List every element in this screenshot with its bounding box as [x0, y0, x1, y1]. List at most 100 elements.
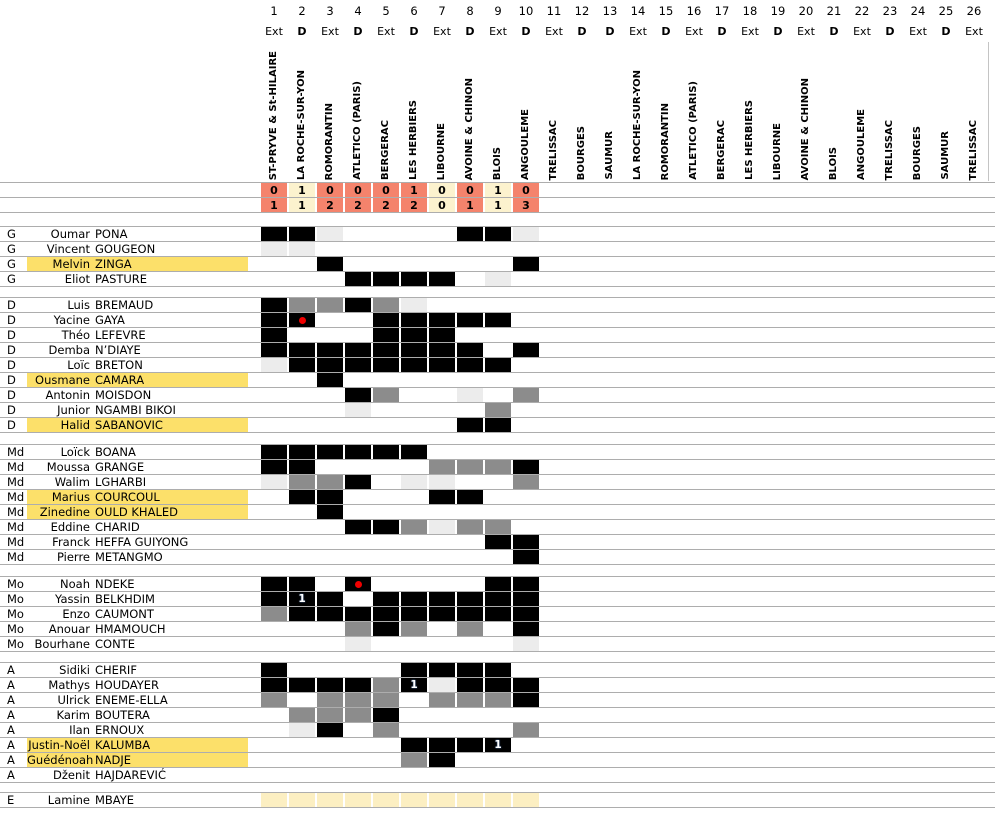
match-cell[interactable]	[764, 753, 792, 767]
match-cell[interactable]	[260, 708, 288, 722]
venue-cell[interactable]: Ext	[489, 25, 507, 38]
match-cell[interactable]	[764, 242, 792, 256]
match-cell[interactable]	[904, 622, 932, 636]
match-cell[interactable]	[652, 577, 680, 591]
match-cell[interactable]	[680, 343, 708, 357]
name-cell[interactable]: Yacine GAYA	[27, 313, 248, 327]
match-cell[interactable]	[512, 388, 540, 402]
match-cell[interactable]	[596, 637, 624, 651]
match-cell[interactable]	[260, 550, 288, 564]
match-cell[interactable]	[932, 358, 960, 372]
match-cell[interactable]	[428, 272, 456, 286]
match-cell[interactable]	[512, 403, 540, 417]
match-cell[interactable]	[680, 592, 708, 606]
match-cell[interactable]	[652, 343, 680, 357]
match-cell[interactable]	[820, 622, 848, 636]
match-cell[interactable]	[792, 768, 820, 782]
match-cell[interactable]	[596, 723, 624, 737]
score-cell[interactable]: 1	[484, 183, 512, 197]
match-cell[interactable]	[316, 520, 344, 534]
name-cell[interactable]: Eddine CHARID	[27, 520, 248, 534]
match-cell[interactable]	[820, 490, 848, 504]
opponent-name-cell[interactable]: AVOINE & CHINON	[456, 42, 484, 180]
match-cell[interactable]	[848, 535, 876, 549]
match-cell[interactable]	[316, 607, 344, 621]
match-cell[interactable]	[428, 475, 456, 489]
match-cell[interactable]	[316, 373, 344, 387]
name-cell[interactable]: Mathys HOUDAYER	[27, 678, 248, 692]
position-cell[interactable]: Md	[7, 505, 25, 519]
name-cell[interactable]	[27, 198, 248, 212]
match-cell[interactable]	[932, 198, 960, 212]
match-cell[interactable]	[400, 328, 428, 342]
match-cell[interactable]	[708, 490, 736, 504]
match-cell[interactable]	[372, 343, 400, 357]
match-cell[interactable]	[260, 257, 288, 271]
match-cell[interactable]	[512, 708, 540, 722]
match-cell[interactable]	[792, 592, 820, 606]
match-cell[interactable]	[876, 445, 904, 459]
match-cell[interactable]	[624, 738, 652, 752]
match-cell[interactable]	[428, 753, 456, 767]
match-cell[interactable]	[932, 183, 960, 197]
matchday-number-cell[interactable]: 14	[630, 4, 646, 18]
score-cell[interactable]: 1	[400, 183, 428, 197]
match-cell[interactable]	[960, 343, 988, 357]
position-cell[interactable]: Mo	[7, 607, 24, 621]
match-cell[interactable]	[820, 793, 848, 807]
match-cell[interactable]	[932, 693, 960, 707]
match-cell[interactable]	[904, 505, 932, 519]
match-cell[interactable]	[764, 490, 792, 504]
match-cell[interactable]	[820, 550, 848, 564]
match-cell[interactable]	[764, 708, 792, 722]
match-cell[interactable]	[456, 550, 484, 564]
match-cell[interactable]	[764, 328, 792, 342]
match-cell[interactable]	[568, 768, 596, 782]
match-cell[interactable]	[624, 505, 652, 519]
match-cell[interactable]	[624, 418, 652, 432]
match-cell[interactable]	[456, 460, 484, 474]
match-cell[interactable]	[260, 768, 288, 782]
match-cell[interactable]	[820, 520, 848, 534]
match-cell[interactable]	[568, 358, 596, 372]
match-cell[interactable]	[876, 535, 904, 549]
match-cell[interactable]	[344, 708, 372, 722]
match-cell[interactable]	[736, 663, 764, 677]
match-cell[interactable]	[400, 577, 428, 591]
match-cell[interactable]	[568, 272, 596, 286]
match-cell[interactable]	[596, 242, 624, 256]
match-cell[interactable]	[652, 708, 680, 722]
match-cell[interactable]	[792, 198, 820, 212]
opponent-name-cell[interactable]: BOURGES	[904, 42, 932, 180]
name-cell[interactable]: Loïck BOANA	[27, 445, 248, 459]
match-cell[interactable]: 1	[484, 738, 512, 752]
match-cell[interactable]	[764, 460, 792, 474]
match-cell[interactable]	[428, 607, 456, 621]
match-cell[interactable]	[792, 663, 820, 677]
match-cell[interactable]	[904, 738, 932, 752]
matchday-number-cell[interactable]: 16	[686, 4, 702, 18]
match-cell[interactable]	[736, 753, 764, 767]
match-cell[interactable]	[372, 257, 400, 271]
matchday-number-cell[interactable]: 18	[742, 4, 758, 18]
match-cell[interactable]	[316, 272, 344, 286]
position-cell[interactable]: Md	[7, 460, 25, 474]
match-cell[interactable]	[484, 475, 512, 489]
match-cell[interactable]	[960, 622, 988, 636]
match-cell[interactable]	[960, 607, 988, 621]
match-cell[interactable]	[960, 505, 988, 519]
match-cell[interactable]	[792, 358, 820, 372]
match-cell[interactable]	[792, 403, 820, 417]
match-cell[interactable]	[260, 520, 288, 534]
match-cell[interactable]	[736, 298, 764, 312]
match-cell[interactable]	[652, 637, 680, 651]
match-cell[interactable]	[624, 373, 652, 387]
match-cell[interactable]	[568, 183, 596, 197]
match-cell[interactable]	[820, 272, 848, 286]
match-cell[interactable]	[792, 328, 820, 342]
match-cell[interactable]	[708, 663, 736, 677]
match-cell[interactable]	[876, 708, 904, 722]
match-cell[interactable]	[848, 577, 876, 591]
match-cell[interactable]	[792, 445, 820, 459]
match-cell[interactable]	[568, 535, 596, 549]
